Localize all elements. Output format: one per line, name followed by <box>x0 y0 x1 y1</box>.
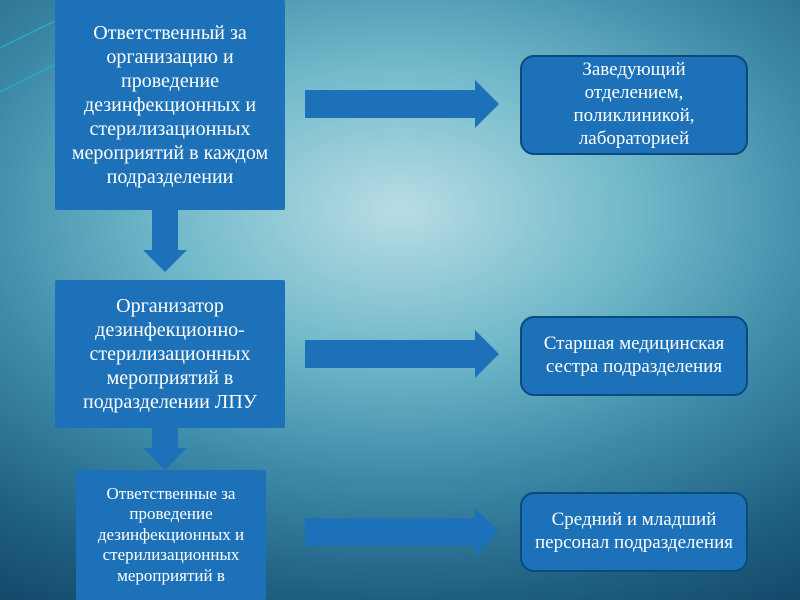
box-responsible-for-org: Ответственный за организацию и проведени… <box>55 0 285 210</box>
arrow-right-3 <box>305 518 475 546</box>
arrow-down-2 <box>152 428 178 448</box>
arrow-right-1 <box>305 90 475 118</box>
box-department-head: Заведующий отделением, поликлиникой, лаб… <box>520 55 748 155</box>
box-text: Ответственный за организацию и проведени… <box>67 21 273 189</box>
arrow-down-1 <box>152 210 178 250</box>
box-responsible-for-conduct: Ответственные за проведение дезинфекцион… <box>76 470 266 600</box>
box-organizer: Организатор дезинфекционно-стерилизацион… <box>55 280 285 428</box>
box-text: Ответственные за проведение дезинфекцион… <box>88 484 254 586</box>
box-text: Заведующий отделением, поликлиникой, лаб… <box>534 59 734 150</box>
box-mid-junior-staff: Средний и младший персонал подразделения <box>520 492 748 572</box>
arrow-right-2 <box>305 340 475 368</box>
box-senior-nurse: Старшая медицинская сестра подразделения <box>520 316 748 396</box>
box-text: Организатор дезинфекционно-стерилизацион… <box>67 294 273 414</box>
box-text: Старшая медицинская сестра подразделения <box>534 333 734 379</box>
box-text: Средний и младший персонал подразделения <box>534 509 734 555</box>
